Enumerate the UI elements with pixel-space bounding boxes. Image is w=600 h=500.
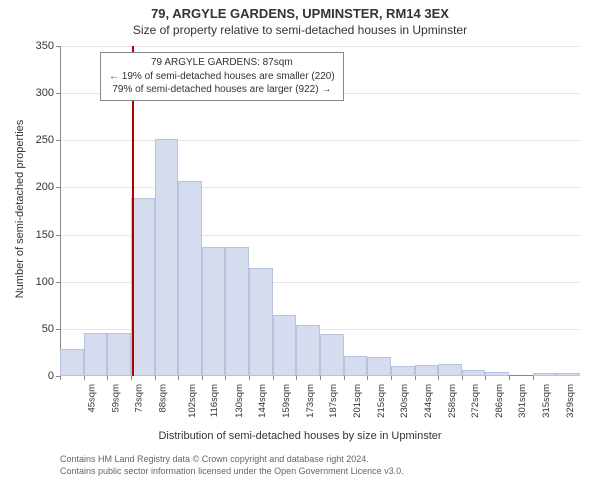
histogram-bar — [533, 373, 557, 376]
annotation-line-1: 79 ARGYLE GARDENS: 87sqm — [109, 56, 335, 70]
x-tick-label: 159sqm — [281, 384, 292, 418]
x-tick-label: 88sqm — [157, 384, 168, 413]
x-tick-mark — [273, 376, 274, 380]
x-tick-label: 173sqm — [305, 384, 316, 418]
histogram-bar — [84, 333, 108, 376]
histogram-bar — [462, 370, 486, 376]
histogram-bar — [249, 268, 273, 376]
histogram-bar — [273, 315, 297, 376]
x-tick-label: 315sqm — [541, 384, 552, 418]
x-tick-label: 187sqm — [328, 384, 339, 418]
annotation-line-3: 79% of semi-detached houses are larger (… — [109, 83, 335, 97]
x-tick-label: 130sqm — [234, 384, 245, 418]
x-tick-mark — [84, 376, 85, 380]
x-tick-label: 102sqm — [186, 384, 197, 418]
x-tick-mark — [367, 376, 368, 380]
x-tick-label: 301sqm — [517, 384, 528, 418]
x-tick-label: 144sqm — [257, 384, 268, 418]
histogram-bar — [485, 372, 509, 376]
x-axis-label: Distribution of semi-detached houses by … — [0, 430, 600, 442]
x-tick-mark — [344, 376, 345, 380]
x-tick-mark — [438, 376, 439, 380]
annotation-box: 79 ARGYLE GARDENS: 87sqm ← 19% of semi-d… — [100, 52, 344, 101]
histogram-bar — [391, 366, 415, 376]
histogram-bar — [155, 139, 179, 376]
chart-title: 79, ARGYLE GARDENS, UPMINSTER, RM14 3EX — [0, 0, 600, 21]
chart-container: 79, ARGYLE GARDENS, UPMINSTER, RM14 3EX … — [0, 0, 600, 500]
x-tick-mark — [60, 376, 61, 380]
x-tick-mark — [533, 376, 534, 380]
histogram-bar — [225, 247, 249, 376]
x-tick-mark — [107, 376, 108, 380]
x-tick-mark — [320, 376, 321, 380]
x-tick-mark — [391, 376, 392, 380]
x-tick-label: 215sqm — [375, 384, 386, 418]
gridline — [60, 46, 580, 47]
x-tick-label: 258sqm — [446, 384, 457, 418]
histogram-bar — [131, 198, 155, 376]
x-tick-mark — [249, 376, 250, 380]
x-tick-label: 244sqm — [423, 384, 434, 418]
x-tick-label: 59sqm — [110, 384, 121, 413]
x-tick-label: 116sqm — [209, 384, 220, 417]
histogram-bar — [344, 356, 368, 376]
histogram-bar — [367, 357, 391, 376]
x-tick-label: 201sqm — [352, 384, 363, 418]
footer-line-1: Contains HM Land Registry data © Crown c… — [60, 454, 369, 464]
x-tick-mark — [462, 376, 463, 380]
x-tick-mark — [131, 376, 132, 380]
x-tick-mark — [296, 376, 297, 380]
gridline — [60, 140, 580, 141]
histogram-bar — [60, 349, 84, 376]
x-tick-label: 272sqm — [470, 384, 481, 418]
x-tick-mark — [155, 376, 156, 380]
x-tick-label: 45sqm — [87, 384, 98, 413]
histogram-bar — [107, 333, 131, 376]
y-axis-label: Number of semi-detached properties — [14, 99, 26, 319]
x-tick-mark — [178, 376, 179, 380]
histogram-bar — [556, 373, 580, 376]
histogram-bar — [320, 334, 344, 376]
x-tick-mark — [509, 376, 510, 380]
x-tick-label: 73sqm — [134, 384, 145, 413]
gridline — [60, 187, 580, 188]
histogram-bar — [178, 181, 202, 376]
y-axis-line — [60, 46, 61, 376]
x-tick-mark — [225, 376, 226, 380]
histogram-bar — [296, 325, 320, 376]
x-tick-mark — [202, 376, 203, 380]
footer-line-2: Contains public sector information licen… — [60, 466, 404, 476]
histogram-bar — [202, 247, 226, 376]
x-tick-label: 230sqm — [399, 384, 410, 418]
histogram-bar — [415, 365, 439, 376]
x-tick-label: 329sqm — [565, 384, 576, 418]
chart-subtitle: Size of property relative to semi-detach… — [0, 21, 600, 37]
x-tick-mark — [485, 376, 486, 380]
annotation-line-2: ← 19% of semi-detached houses are smalle… — [109, 70, 335, 84]
x-tick-label: 286sqm — [494, 384, 505, 418]
histogram-bar — [438, 364, 462, 376]
x-tick-mark — [415, 376, 416, 380]
